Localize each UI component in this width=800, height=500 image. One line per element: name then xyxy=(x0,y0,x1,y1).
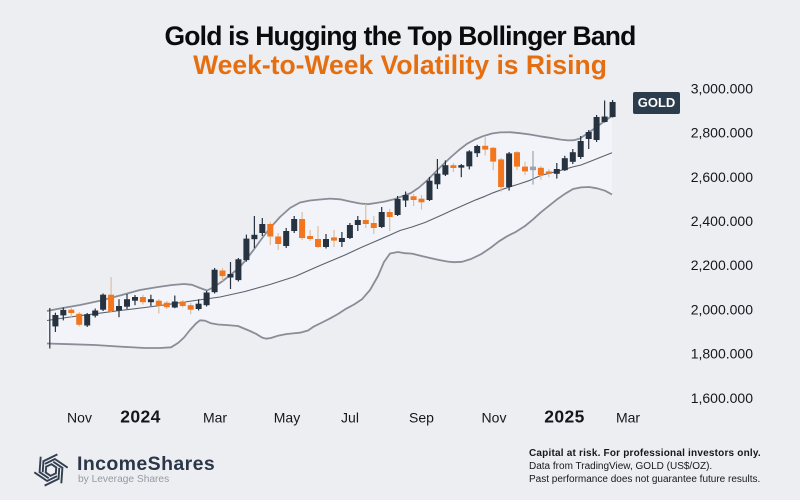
svg-text:Nov: Nov xyxy=(482,410,507,426)
svg-text:1,800.000: 1,800.000 xyxy=(691,346,753,362)
svg-text:1,600.000: 1,600.000 xyxy=(691,390,753,406)
svg-text:Nov: Nov xyxy=(67,410,92,426)
svg-text:Jul: Jul xyxy=(341,410,359,426)
svg-text:2025: 2025 xyxy=(544,407,585,427)
svg-text:2,000.000: 2,000.000 xyxy=(691,301,753,317)
svg-text:2,400.000: 2,400.000 xyxy=(691,213,753,229)
svg-text:May: May xyxy=(274,410,300,426)
svg-text:2,600.000: 2,600.000 xyxy=(691,169,753,185)
svg-text:Mar: Mar xyxy=(616,410,640,426)
svg-text:2,800.000: 2,800.000 xyxy=(691,125,753,141)
svg-text:Sep: Sep xyxy=(409,410,434,426)
svg-text:2024: 2024 xyxy=(120,407,161,427)
svg-text:3,000.000: 3,000.000 xyxy=(691,80,753,96)
svg-text:2,200.000: 2,200.000 xyxy=(691,257,753,273)
svg-text:Mar: Mar xyxy=(203,410,227,426)
